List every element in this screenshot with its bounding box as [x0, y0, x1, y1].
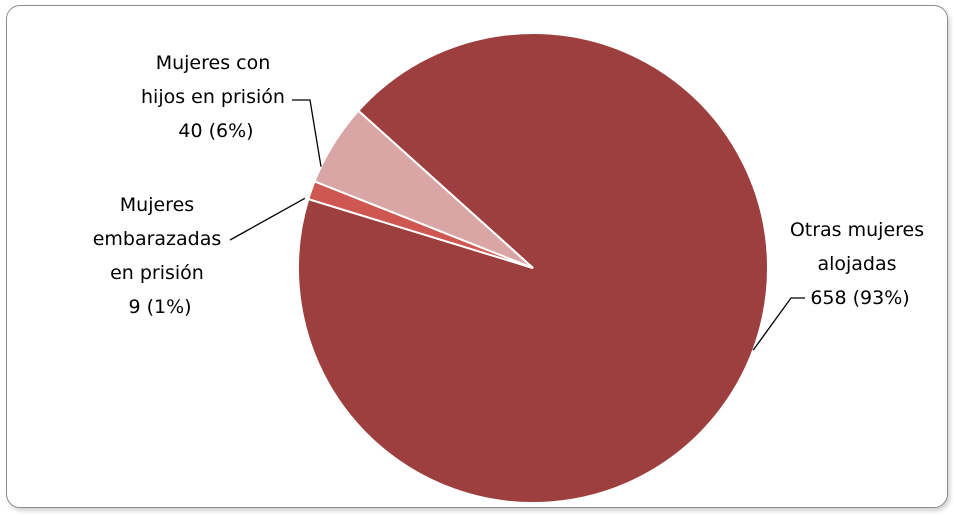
slice-label-line: en prisión	[110, 262, 204, 284]
slice-label-embarazadas: Mujeres embarazadas en prisión 9 (1%)	[93, 194, 228, 318]
slice-label-line: 40 (6%)	[178, 120, 253, 142]
slice-label-line: embarazadas	[93, 228, 222, 250]
slice-label-line: 9 (1%)	[128, 296, 191, 318]
pie-slice	[313, 109, 534, 269]
slice-label-line: Mujeres con	[156, 52, 271, 74]
slice-label-con-hijos: Mujeres con hijos en prisión 40 (6%)	[141, 52, 291, 142]
slice-label-line: alojadas	[817, 253, 896, 275]
leader-lines	[229, 99, 805, 351]
slice-label-line: Mujeres	[120, 194, 194, 216]
slice-label-line: Otras mujeres	[790, 219, 924, 241]
slice-label-line: 658 (93%)	[810, 287, 909, 309]
slice-label-line: hijos en prisión	[141, 86, 285, 108]
leader-line	[752, 297, 805, 351]
leader-line	[229, 197, 306, 241]
leader-line	[292, 99, 322, 167]
slice-label-otras-mujeres: Otras mujeres alojadas 658 (93%)	[790, 219, 930, 309]
pie-slices	[297, 32, 769, 504]
